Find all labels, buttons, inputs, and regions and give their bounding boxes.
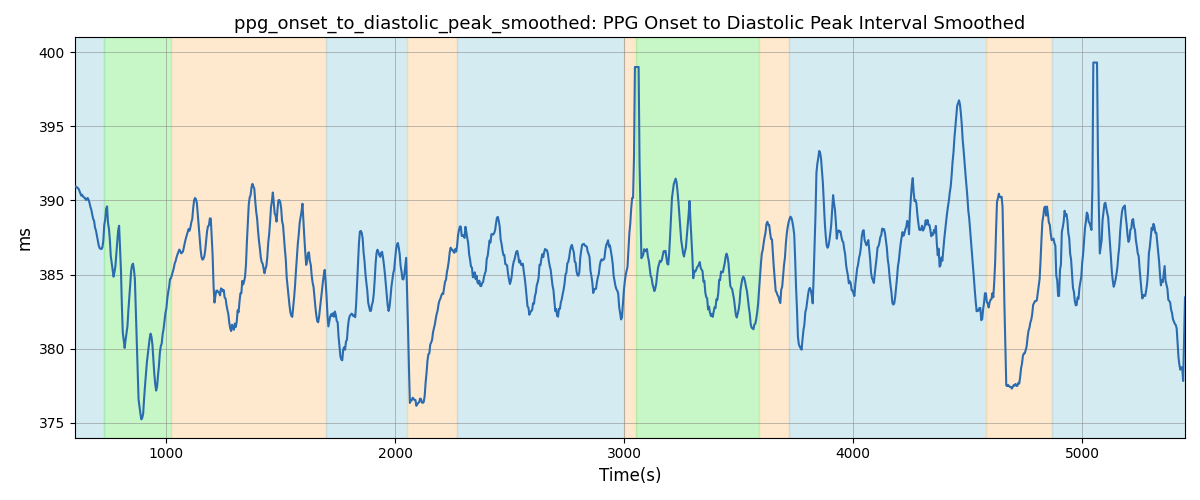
Y-axis label: ms: ms [16,225,34,250]
Title: ppg_onset_to_diastolic_peak_smoothed: PPG Onset to Diastolic Peak Interval Smoot: ppg_onset_to_diastolic_peak_smoothed: PP… [234,15,1026,34]
X-axis label: Time(s): Time(s) [599,467,661,485]
Bar [624,38,636,438]
Bar [407,38,457,438]
Bar [74,38,104,438]
Bar [986,38,1052,438]
Bar [1052,38,1184,438]
Bar [760,38,788,438]
Bar [788,38,986,438]
Bar [326,38,407,438]
Bar [170,38,326,438]
Bar [457,38,624,438]
Bar [636,38,760,438]
Bar [104,38,170,438]
